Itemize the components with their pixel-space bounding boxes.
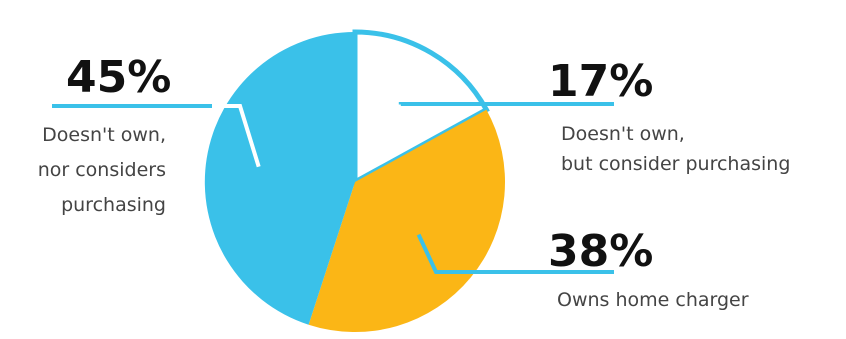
slice-label-17-line-1: Doesn't own, [561, 123, 685, 145]
slice-label-17-line-2: but consider purchasing [561, 153, 790, 175]
pct-label-38: 38% [548, 226, 653, 277]
slice-label-45-line-1: Doesn't own, [42, 124, 166, 146]
slice-label-38-line-1: Owns home charger [557, 289, 749, 311]
slice-label-45-line-3: purchasing [61, 194, 166, 216]
leader-line-38 [416, 233, 614, 274]
leader-line-17 [398, 102, 614, 106]
pct-label-45: 45% [66, 52, 171, 103]
pie-slices [204, 29, 506, 333]
slice-label-45-line-2: nor considers [38, 159, 166, 181]
pie-slice-45 [204, 31, 355, 325]
leader-lines [52, 102, 614, 274]
pct-label-17: 17% [548, 56, 653, 107]
pie-slice-38 [308, 109, 506, 333]
pie-slice-17 [352, 29, 490, 187]
